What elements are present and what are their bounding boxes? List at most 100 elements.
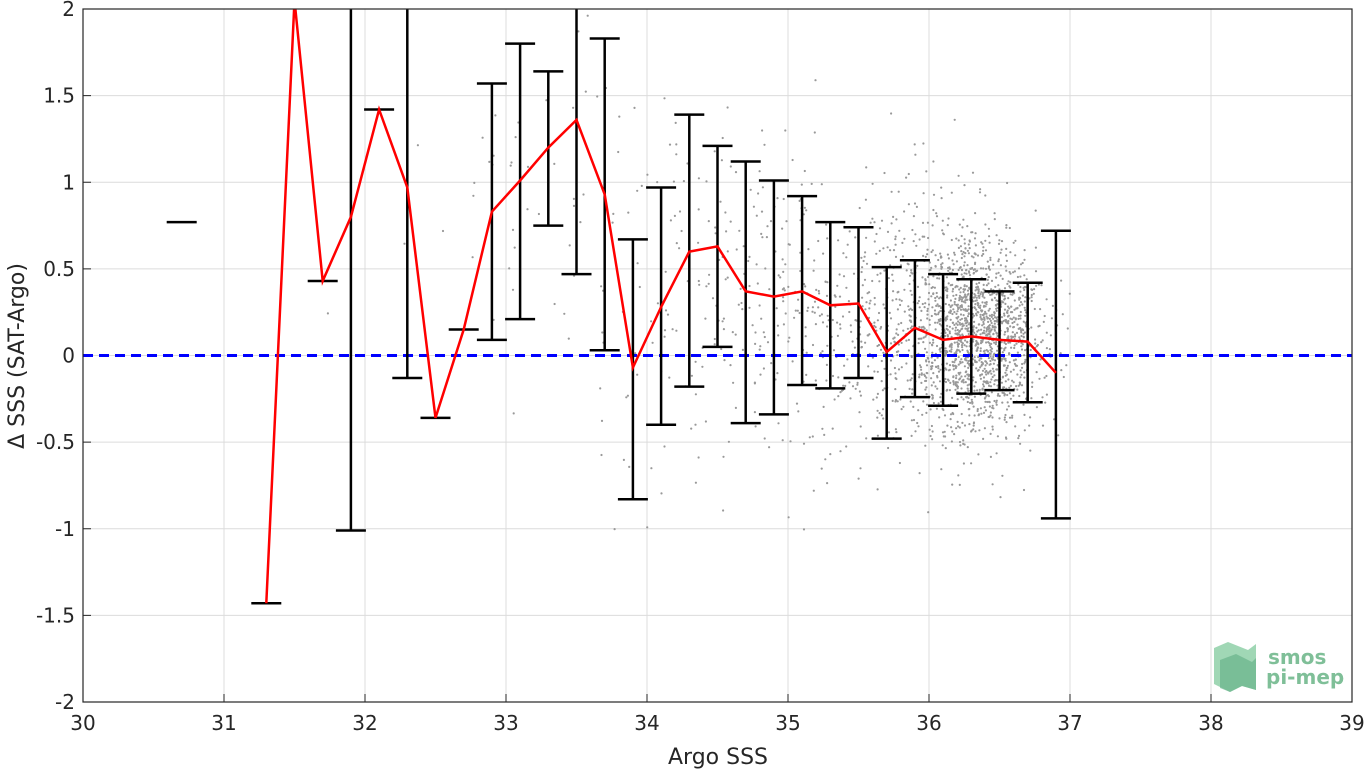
scatter-point [992, 332, 995, 335]
scatter-point [1029, 348, 1032, 352]
scatter-point [797, 298, 800, 301]
scatter-point [1050, 317, 1053, 320]
scatter-point [910, 293, 913, 296]
scatter-point [984, 371, 987, 374]
scatter-point [754, 331, 757, 334]
scatter-point [1008, 392, 1012, 395]
scatter-point [1016, 388, 1019, 391]
scatter-point [973, 331, 976, 334]
scatter-point [871, 217, 874, 220]
scatter-point [1066, 327, 1069, 330]
scatter-point [903, 237, 906, 240]
scatter-point [663, 335, 666, 338]
scatter-point [1000, 248, 1003, 251]
scatter-point [967, 396, 970, 400]
scatter-point [701, 365, 704, 368]
scatter-point [930, 343, 934, 346]
scatter-point [802, 442, 806, 445]
scatter-point [1003, 312, 1006, 315]
scatter-point [924, 444, 927, 447]
scatter-point [931, 249, 934, 252]
scatter-point [998, 417, 1001, 420]
scatter-point [675, 153, 678, 156]
scatter-point [755, 214, 758, 217]
scatter-point [962, 251, 965, 254]
scatter-point [995, 401, 998, 404]
scatter-point [842, 252, 845, 255]
scatter-point [981, 295, 984, 298]
scatter-point [1002, 392, 1006, 395]
scatter-point [932, 208, 935, 212]
scatter-point [814, 379, 817, 382]
scatter-point [972, 314, 976, 317]
scatter-point [890, 112, 893, 115]
scatter-point [923, 327, 926, 330]
scatter-point [920, 309, 923, 312]
scatter-point [932, 292, 935, 295]
logo-text-smos: smos [1268, 645, 1326, 669]
scatter-point [919, 319, 923, 322]
error-bar [1040, 229, 1071, 520]
scatter-point [895, 350, 899, 354]
scatter-point [979, 304, 982, 307]
scatter-point [820, 313, 824, 316]
scatter-point [953, 352, 956, 355]
scatter-point [958, 306, 961, 309]
scatter-point [944, 377, 947, 381]
scatter-point [1014, 335, 1017, 338]
scatter-point [924, 335, 927, 338]
scatter-point [992, 358, 995, 361]
scatter-point [1020, 334, 1023, 338]
scatter-point [958, 294, 962, 297]
scatter-point [944, 347, 947, 350]
scatter-point [1003, 297, 1007, 300]
scatter-point [931, 394, 934, 397]
scatter-point [912, 405, 915, 408]
scatter-point [1008, 352, 1011, 355]
scatter-point [646, 526, 649, 529]
scatter-point [953, 118, 956, 121]
scatter-point [924, 379, 927, 383]
scatter-point [967, 308, 970, 311]
scatter-point [726, 250, 729, 253]
scatter-point [960, 387, 963, 390]
scatter-point [980, 241, 983, 244]
scatter-point [747, 259, 750, 263]
scatter-point [883, 367, 886, 370]
scatter-point [959, 444, 962, 447]
scatter-point [754, 425, 757, 428]
scatter-point [831, 318, 834, 322]
scatter-point [989, 258, 992, 262]
scatter-point [979, 316, 982, 319]
scatter-point [963, 365, 967, 368]
scatter-point [963, 317, 967, 320]
scatter-point [1024, 309, 1027, 312]
scatter-point [847, 300, 851, 303]
scatter-point [873, 370, 876, 373]
scatter-point [999, 274, 1002, 277]
scatter-point [947, 217, 950, 220]
scatter-point [967, 312, 970, 316]
scatter-point [983, 427, 987, 430]
scatter-point [726, 106, 729, 109]
scatter-point [968, 286, 971, 289]
scatter-point [935, 212, 938, 215]
scatter-point [875, 396, 878, 399]
scatter-point [945, 362, 949, 365]
scatter-point [921, 302, 924, 306]
scatter-point [1024, 349, 1027, 352]
scatter-point [983, 397, 987, 400]
scatter-point [837, 239, 840, 242]
scatter-point [938, 320, 941, 323]
scatter-point [805, 209, 808, 212]
scatter-point [725, 230, 728, 233]
scatter-point [968, 271, 971, 274]
scatter-point [940, 256, 943, 259]
scatter-point [727, 440, 731, 443]
scatter-point [960, 396, 963, 399]
scatter-point [1011, 379, 1014, 382]
scatter-point [903, 310, 906, 313]
scatter-point [962, 308, 965, 311]
scatter-point [960, 344, 964, 347]
scatter-point [882, 417, 885, 420]
